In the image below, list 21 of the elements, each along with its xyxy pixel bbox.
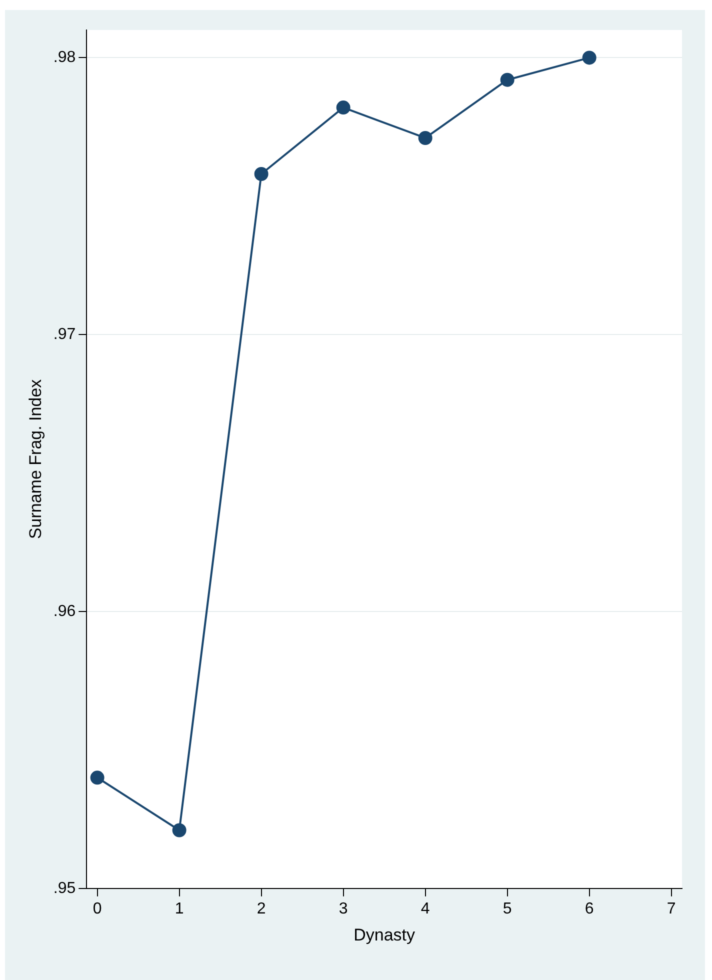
point	[172, 823, 186, 838]
y-tick-label: .97	[53, 326, 76, 343]
point	[254, 166, 268, 181]
x-tick-label: 3	[338, 900, 348, 918]
point	[336, 100, 350, 115]
x-tick-label: 4	[420, 900, 430, 918]
x-tick-label: 6	[584, 900, 594, 918]
x-tick-label: 1	[174, 900, 184, 918]
point	[500, 72, 514, 87]
y-axis-title: Surname Frag. Index	[26, 378, 45, 540]
x-axis-title: Dynasty	[354, 925, 416, 944]
point	[418, 130, 432, 145]
x-tick-label: 2	[256, 900, 266, 918]
x-tick-label: 7	[666, 900, 676, 918]
point	[582, 50, 596, 65]
y-tick-label: .96	[53, 602, 76, 620]
y-tick-label: .98	[53, 49, 76, 66]
point	[90, 770, 104, 785]
x-tick-label: 5	[502, 900, 512, 918]
x-tick-label: 0	[92, 900, 102, 918]
y-tick-label: .95	[53, 880, 76, 897]
